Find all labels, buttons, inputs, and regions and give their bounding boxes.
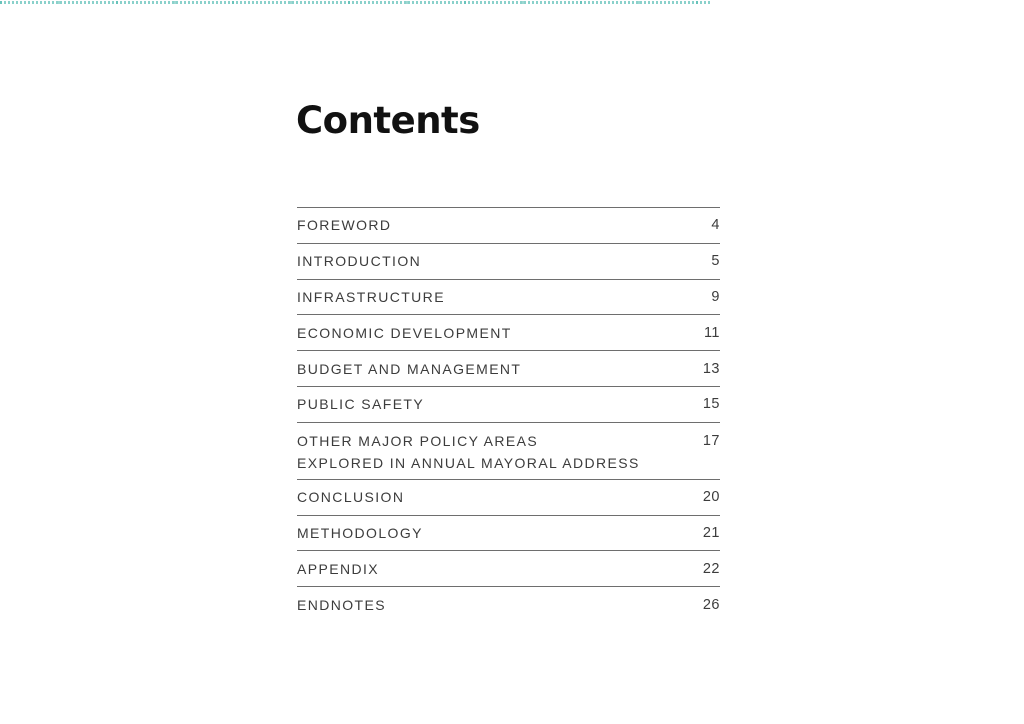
dotted-top-border <box>0 1 712 4</box>
toc-row: CONCLUSION 20 <box>297 478 720 515</box>
toc-row: PUBLIC SAFETY 15 <box>297 385 720 422</box>
toc-entry-label: INFRASTRUCTURE <box>297 288 445 305</box>
toc-entry-page-number: 22 <box>702 560 720 577</box>
table-of-contents: FOREWORD 4 INTRODUCTION 5 INFRASTRUCTURE… <box>297 207 720 622</box>
toc-entry-label: METHODOLOGY <box>297 524 423 541</box>
toc-entry-label: ENDNOTES <box>297 596 386 613</box>
toc-entry-label: BUDGET AND MANAGEMENT <box>297 360 522 377</box>
toc-row: INFRASTRUCTURE 9 <box>297 278 720 315</box>
toc-entry-page-number: 11 <box>703 324 720 341</box>
toc-entry-label: INTRODUCTION <box>297 253 422 270</box>
toc-entry-label: CONCLUSION <box>297 489 405 506</box>
toc-entry-page-number: 20 <box>702 489 720 506</box>
toc-entry-label: PUBLIC SAFETY <box>297 396 425 413</box>
toc-entry-label: FOREWORD <box>297 217 392 234</box>
toc-entry-page-number: 26 <box>702 596 720 613</box>
toc-entry-page-number: 5 <box>711 253 720 270</box>
toc-entry-label: OTHER MAJOR POLICY AREAS EXPLORED IN ANN… <box>297 432 640 471</box>
page-title: Contents <box>296 98 480 142</box>
toc-entry-page-number: 13 <box>702 360 720 377</box>
toc-entry-page-number: 15 <box>702 396 720 413</box>
toc-row: FOREWORD 4 <box>297 207 720 243</box>
toc-entry-label: ECONOMIC DEVELOPMENT <box>297 324 512 341</box>
toc-row: OTHER MAJOR POLICY AREAS EXPLORED IN ANN… <box>297 421 720 479</box>
toc-entry-page-number: 21 <box>702 524 720 541</box>
toc-row: METHODOLOGY 21 <box>297 514 720 551</box>
toc-row: APPENDIX 22 <box>297 550 720 586</box>
toc-entry-page-number: 17 <box>702 432 720 449</box>
toc-row: BUDGET AND MANAGEMENT 13 <box>297 350 720 386</box>
toc-row: ECONOMIC DEVELOPMENT 11 <box>297 314 720 350</box>
toc-entry-page-number: 4 <box>711 217 720 234</box>
toc-row: INTRODUCTION 5 <box>297 242 720 279</box>
toc-entry-label: APPENDIX <box>297 560 379 577</box>
toc-row: ENDNOTES 26 <box>297 586 720 622</box>
toc-entry-page-number: 9 <box>711 288 720 305</box>
